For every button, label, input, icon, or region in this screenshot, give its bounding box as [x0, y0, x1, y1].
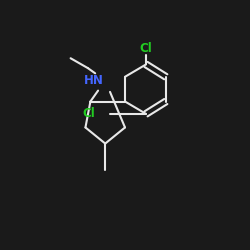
Text: Cl: Cl	[82, 108, 95, 120]
Text: Cl: Cl	[140, 42, 152, 55]
Text: HN: HN	[84, 74, 104, 87]
